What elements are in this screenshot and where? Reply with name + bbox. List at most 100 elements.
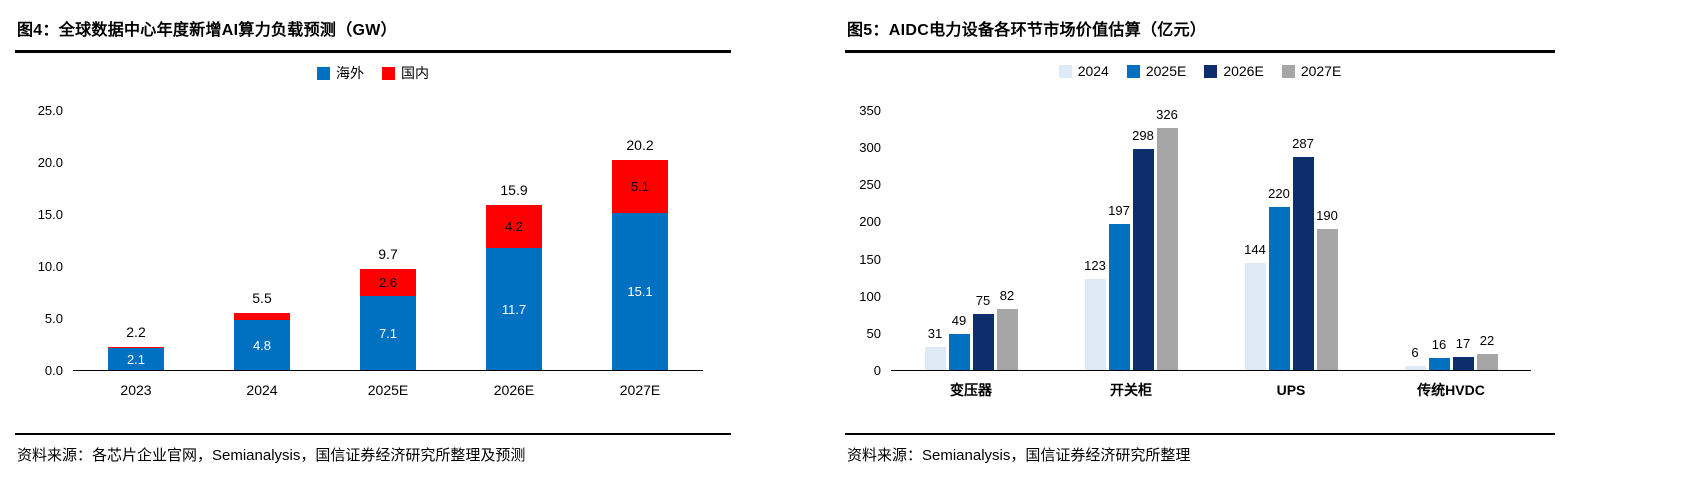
legend-swatch [1126, 64, 1140, 78]
x-category-label: 传统HVDC [1417, 382, 1485, 398]
bar-value-label: 6 [1411, 344, 1419, 360]
legend-item: 2026E [1204, 63, 1264, 79]
bar-segment [996, 309, 1018, 370]
y-tick-label: 20.0 [37, 155, 63, 170]
bar-value-label: 49 [951, 312, 967, 328]
bar-value-label: 298 [1132, 127, 1154, 143]
y-tick-label: 350 [859, 103, 881, 118]
bar-value-label: 220 [1268, 185, 1290, 201]
figure5-title: 图5：AIDC电力设备各环节市场价值估算（亿元） [847, 22, 1207, 39]
bar-value-label: 17 [1455, 336, 1471, 352]
legend-item: 2027E [1281, 63, 1342, 79]
y-tick-label: 250 [859, 177, 881, 193]
legend-swatch [1058, 64, 1072, 78]
bar-segment [1428, 358, 1450, 370]
bar-segment [972, 314, 994, 370]
bar-value-label: 144 [1244, 242, 1266, 258]
legend-swatch [317, 66, 330, 80]
bar-segment: 7.1 [360, 296, 416, 370]
figure4-chart: 海外 国内 0.0 5.0 10.0 15.0 20.0 25.0 2.1 2.2 4.8 5.5 7.… [15, 53, 731, 405]
y-tick-label: 100 [859, 288, 881, 304]
bar-value-label: 22 [1479, 332, 1495, 348]
x-category-label: UPS [1276, 382, 1306, 398]
plot-area: 31 49 75 82 123 197 298 326 144 220 287 190 6 16 17 22 [891, 107, 1531, 371]
bar-total-label: 9.7 [378, 246, 398, 263]
bar-segment: 2.1 [108, 348, 164, 370]
plot-area: 2.1 2.2 4.8 5.5 7.1 2.6 9.7 11.7 4.2 15.9 15.1 5.1 2… [73, 111, 703, 371]
legend-label: 国内 [401, 65, 429, 81]
x-category-label: 2024 [246, 382, 278, 398]
y-tick-label: 5.0 [44, 311, 63, 326]
bar-segment: 15.1 [612, 212, 668, 370]
y-tick-label: 0 [873, 363, 881, 378]
bar-segment [948, 333, 970, 370]
x-category-label: 2026E [493, 382, 535, 398]
bar-segment [924, 346, 946, 370]
bar-segment: 11.7 [486, 248, 542, 370]
figure4-source-rule [15, 433, 731, 435]
bar-segment [1108, 223, 1130, 370]
bar-segment [1292, 156, 1314, 370]
legend-label: 2024 [1077, 63, 1109, 79]
bar-segment [1244, 263, 1266, 370]
y-tick-label: 150 [859, 251, 881, 267]
bar-value-label: 326 [1156, 106, 1178, 122]
legend-label: 海外 [336, 65, 364, 81]
bar-value-label: 197 [1108, 202, 1130, 218]
figure5-source-rule [845, 433, 1555, 435]
figure5-panel: 图5：AIDC电力设备各环节市场价值估算（亿元） 2024 2025E 2026E 2… [845, 10, 1555, 491]
y-tick-label: 0.0 [44, 363, 63, 378]
bar-segment [1316, 228, 1338, 370]
bar-value-label: 75 [975, 293, 991, 309]
bar-segment: 4.8 [234, 320, 290, 370]
bar-segment [1084, 278, 1106, 370]
legend-label: 2026E [1223, 63, 1264, 79]
bar-segment [1404, 365, 1426, 370]
chart-legend: 2024 2025E 2026E 2027E [845, 63, 1555, 79]
y-tick-label: 200 [859, 214, 881, 230]
bar-segment [108, 347, 164, 349]
legend-item: 2024 [1058, 63, 1109, 79]
bar-total-label: 20.2 [626, 136, 654, 153]
y-tick-label: 10.0 [37, 259, 63, 274]
bar-segment [234, 312, 290, 321]
y-tick-label: 15.0 [37, 207, 63, 222]
figure4-source: 资料来源：各芯片企业官网，Semianalysis，国信证券经济研究所整理及预测 [17, 447, 526, 464]
figure4-panel: 图4：全球数据中心年度新增AI算力负载预测（GW） 海外 国内 0.0 5.0 10.0… [15, 10, 731, 491]
legend-label: 2027E [1300, 63, 1342, 79]
bar-value-label: 31 [927, 325, 943, 341]
legend-item: 2025E [1126, 63, 1187, 79]
legend-item: 国内 [382, 63, 429, 83]
y-tick-label: 50 [866, 325, 881, 341]
bar-value-label: 287 [1292, 135, 1314, 151]
bar-segment: 4.2 [486, 204, 542, 249]
legend-swatch [1204, 64, 1218, 78]
figure5-source: 资料来源：Semianalysis，国信证券经济研究所整理 [847, 447, 1191, 464]
legend-swatch [382, 66, 395, 80]
bar-total-label: 5.5 [252, 289, 272, 306]
figure5-chart: 2024 2025E 2026E 2027E 0 50 100 150 200 250 300 350… [845, 53, 1555, 405]
figure5-title-rule [845, 50, 1555, 53]
bar-segment [1452, 357, 1474, 370]
bar-total-label: 15.9 [500, 181, 528, 198]
bar-segment [1156, 127, 1178, 370]
bar-value-label: 82 [999, 288, 1015, 304]
x-category-label: 变压器 [950, 382, 992, 398]
legend-item: 海外 [317, 63, 364, 83]
y-tick-label: 300 [859, 140, 881, 156]
bar-segment [1476, 353, 1498, 370]
bar-segment [1132, 148, 1154, 370]
bar-segment [1268, 206, 1290, 370]
x-category-label: 开关柜 [1110, 382, 1152, 398]
bar-total-label: 2.2 [126, 324, 146, 341]
legend-label: 2025E [1145, 63, 1187, 79]
x-category-label: 2023 [120, 382, 152, 398]
bar-value-label: 190 [1316, 207, 1338, 223]
x-category-label: 2027E [619, 382, 661, 398]
bar-value-label: 16 [1431, 337, 1447, 353]
bar-segment: 2.6 [360, 269, 416, 297]
y-tick-label: 25.0 [37, 103, 63, 118]
bar-value-label: 123 [1084, 257, 1106, 273]
figure4-title-rule [15, 50, 731, 53]
